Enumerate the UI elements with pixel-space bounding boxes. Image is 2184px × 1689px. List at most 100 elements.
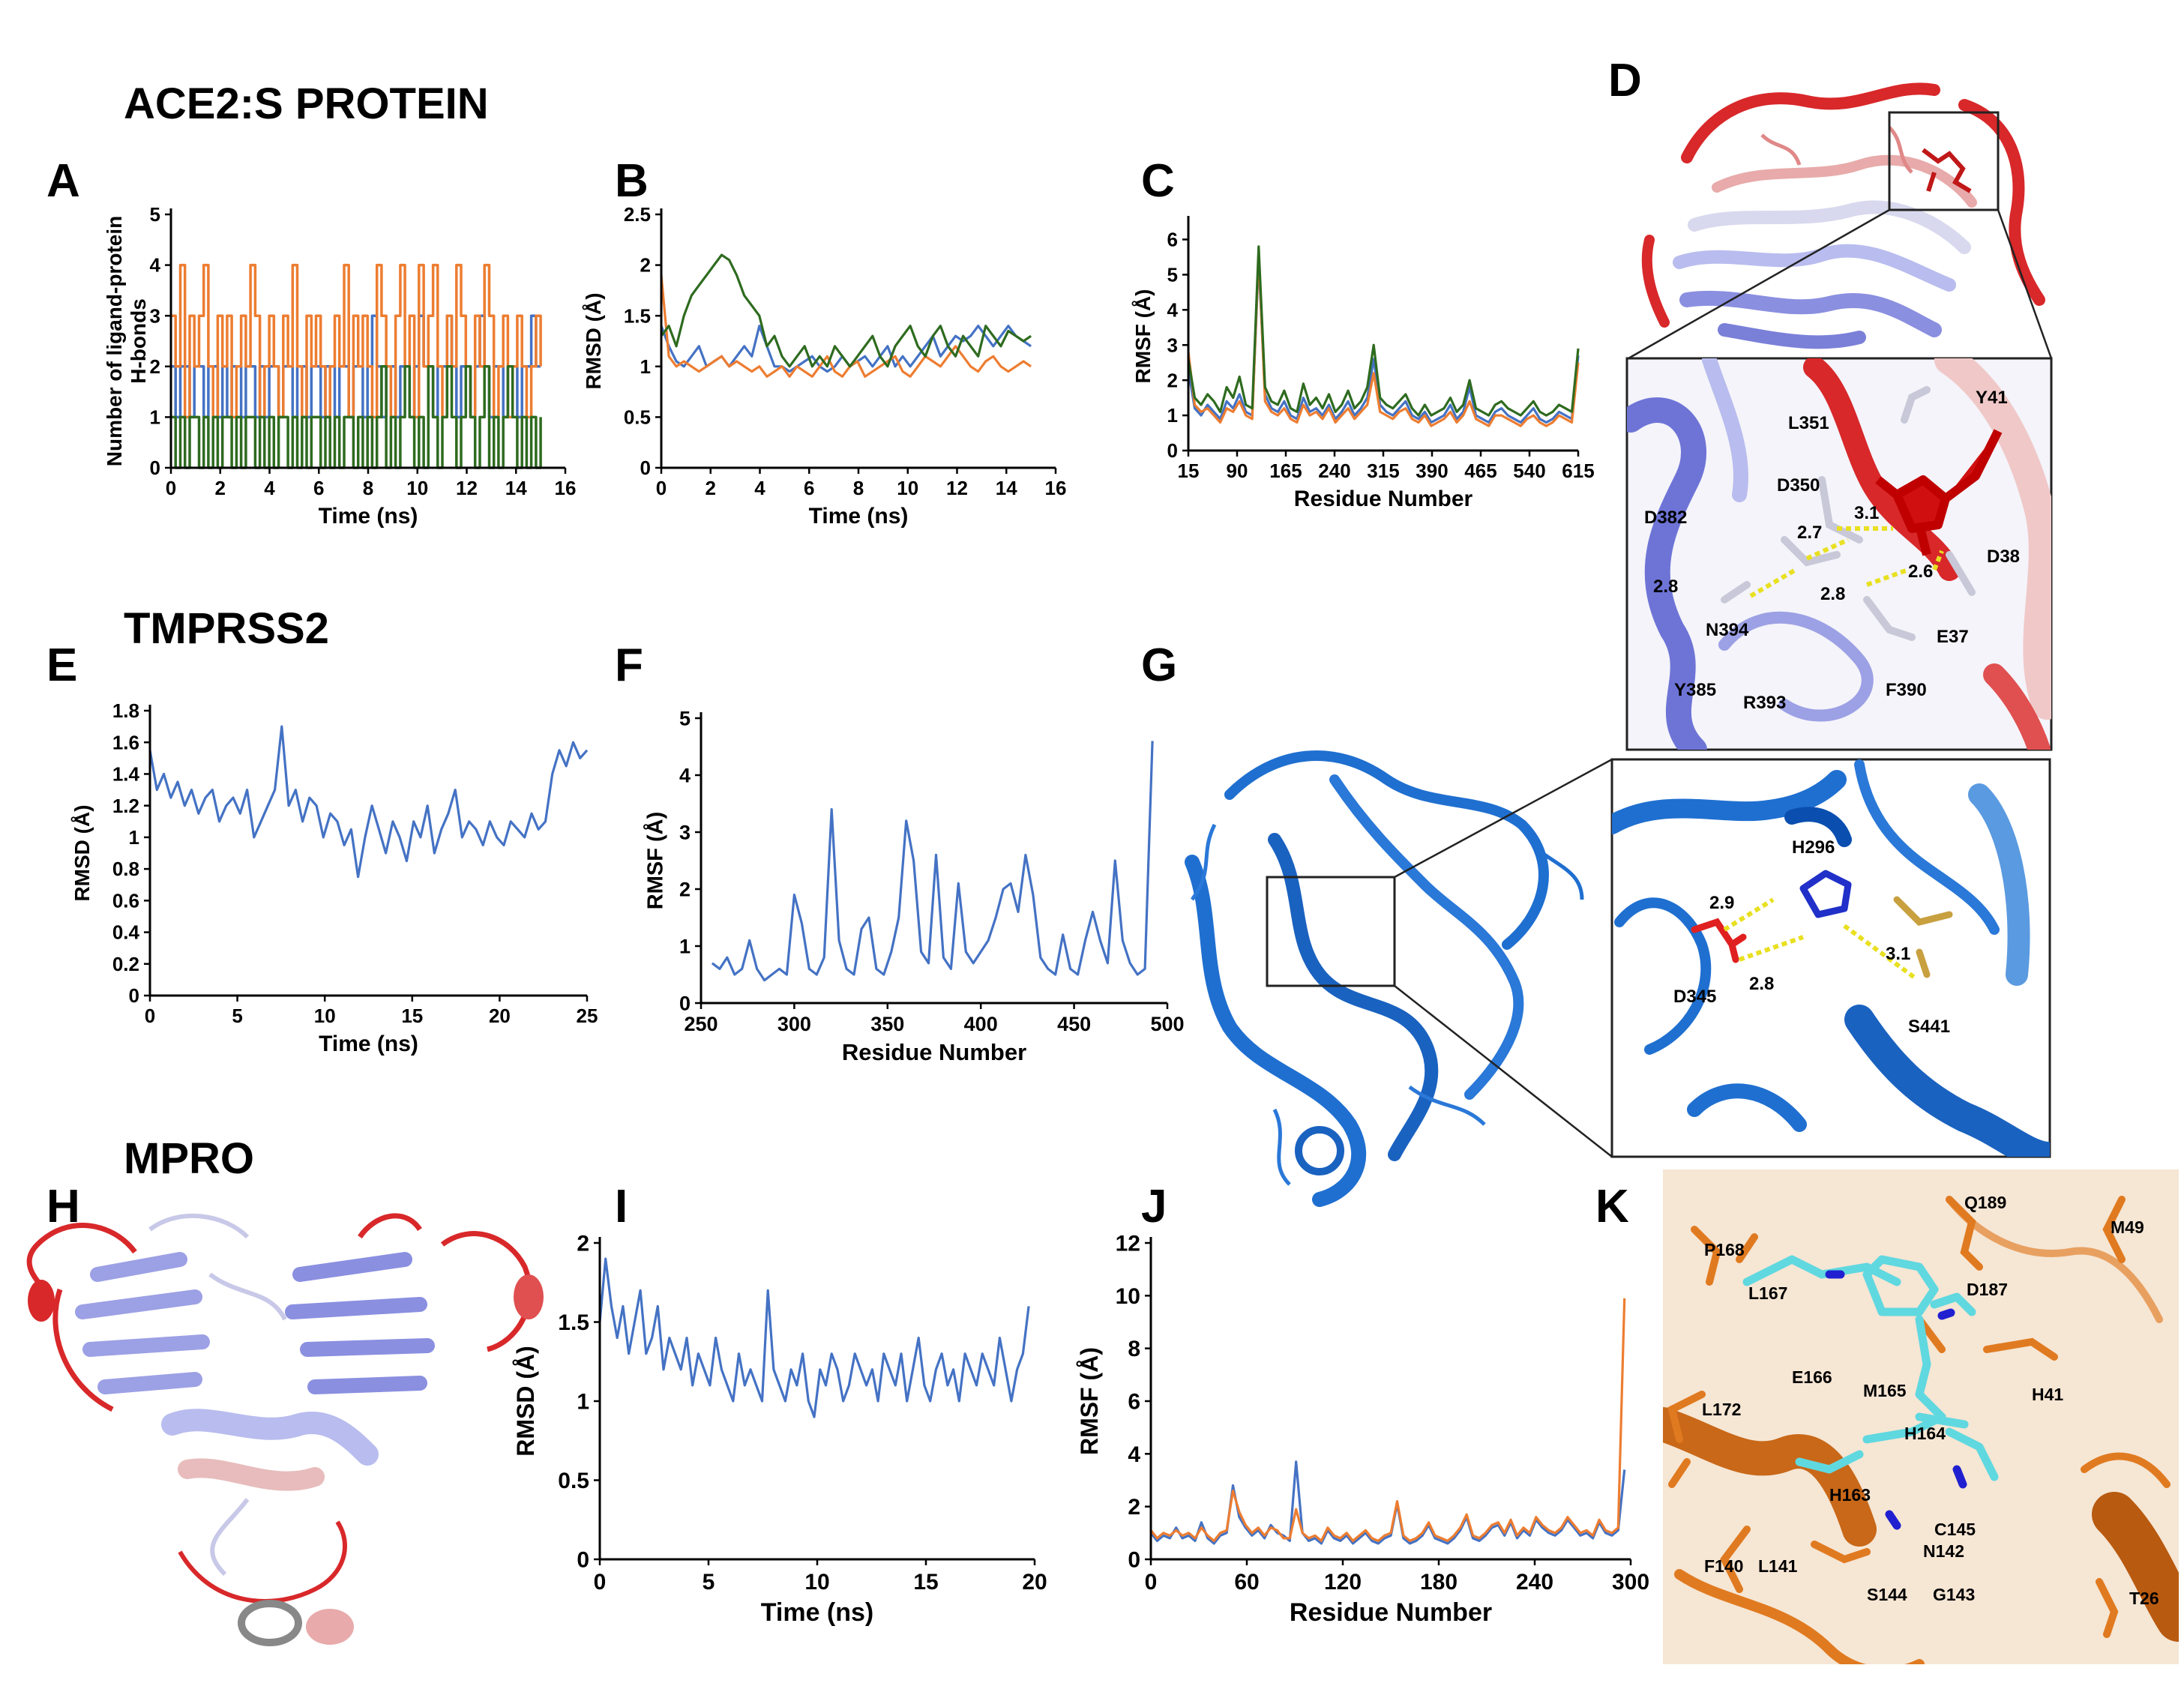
panel-letter-g: G bbox=[1141, 639, 1177, 691]
structure-g-inset-ribbon-2 bbox=[1614, 897, 1712, 1055]
structure-h-helix-center bbox=[161, 1409, 379, 1466]
chart-c-x-tick-label: 15 bbox=[1178, 460, 1200, 482]
chart-j-y-tick-label: 8 bbox=[1128, 1337, 1140, 1361]
chart-f-x-tick-label: 350 bbox=[870, 1013, 904, 1035]
chart-e-rmsd: 0 5 10 15 20 25 0 0.2 0.4 0.6 0.8 1 1.2 1.4 1.6 1.8 Time… bbox=[70, 699, 598, 1056]
structure-d-white-1 bbox=[1688, 200, 1971, 254]
structure-d-pink-1 bbox=[1712, 154, 1977, 208]
chart-a-y-tick-label: 5 bbox=[150, 203, 160, 226]
chart-a-y-axis-label-line: H-bonds bbox=[127, 298, 150, 384]
structure-k-sidechains bbox=[1667, 1196, 2126, 1638]
d-label-n394: N394 bbox=[1706, 620, 1749, 640]
chart-f-y-tick-label: 1 bbox=[679, 935, 691, 957]
chart-e-x-axis-label: Time (ns) bbox=[319, 1032, 418, 1056]
structure-k-ribbon-1 bbox=[1663, 1407, 1877, 1547]
structure-g-ribbon-2 bbox=[1185, 855, 1367, 1207]
chart-b-y-axis-label: RMSD (Å) bbox=[582, 292, 605, 389]
chart-c-x-tick-label: 240 bbox=[1318, 460, 1350, 482]
d-label-f390: F390 bbox=[1886, 680, 1927, 700]
panel-letters: A B C D E F G H I J K bbox=[46, 55, 1642, 1232]
k-label-q189: Q189 bbox=[1964, 1193, 2006, 1212]
g-label-dist-2-8: 2.8 bbox=[1749, 974, 1774, 994]
structure-d-inset-ribbon-red-2 bbox=[1983, 663, 2051, 750]
chart-e-x-tick-label: 15 bbox=[401, 1005, 423, 1027]
chart-f-x-tick-label: 500 bbox=[1150, 1013, 1184, 1035]
structure-d-blue-3 bbox=[1718, 323, 1866, 349]
structure-d-inset: L351 Y41 D350 3.1 D382 2.7 2.6 D38 2.8 2… bbox=[1625, 357, 2053, 751]
k-label-e166: E166 bbox=[1792, 1367, 1832, 1387]
structure-g-inset: H296 2.9 3.1 D345 2.8 S441 bbox=[1610, 758, 2051, 1158]
panel-letter-f: F bbox=[615, 639, 643, 691]
chart-j-x-tick-label: 180 bbox=[1420, 1570, 1457, 1595]
d-label-y41: Y41 bbox=[1976, 388, 2008, 408]
chart-e-x-tick-label: 10 bbox=[314, 1005, 336, 1027]
structure-h-red-loop-right bbox=[358, 1213, 532, 1352]
chart-i-y-tick-label: 0 bbox=[577, 1548, 589, 1573]
chart-j-x-tick-label: 120 bbox=[1324, 1570, 1362, 1595]
chart-j-y-tick-label: 0 bbox=[1128, 1548, 1140, 1573]
chart-j-y-tick-label: 2 bbox=[1128, 1495, 1140, 1520]
chart-a-y-tick-label: 1 bbox=[150, 406, 160, 429]
structure-g-overview bbox=[1185, 750, 1613, 1207]
section-title-tmprss2: TMPRSS2 bbox=[124, 604, 329, 653]
structure-g-inset-asp bbox=[1691, 918, 1747, 963]
chart-c-x-tick-label: 90 bbox=[1227, 460, 1248, 482]
chart-a-y-tick-label: 3 bbox=[150, 304, 160, 327]
structure-d-helix-red-2 bbox=[1958, 99, 2045, 306]
chart-j-y-tick-label: 4 bbox=[1128, 1442, 1140, 1467]
chart-c-y-tick-label: 3 bbox=[1167, 334, 1178, 356]
chart-b-x-tick-label: 12 bbox=[946, 477, 968, 499]
chart-j-x-tick-label: 300 bbox=[1612, 1570, 1649, 1595]
structure-g-loops bbox=[1190, 823, 1486, 1186]
g-label-h296: H296 bbox=[1792, 837, 1835, 858]
chart-c-x-tick-label: 165 bbox=[1269, 460, 1302, 482]
chart-c-y-tick-label: 4 bbox=[1167, 298, 1179, 321]
chart-e-y-tick-label: 1.8 bbox=[112, 699, 139, 722]
structure-d-overview bbox=[1628, 82, 2053, 360]
chart-e-y-tick-label: 0 bbox=[129, 984, 139, 1007]
chart-j-y-tick-label: 12 bbox=[1116, 1232, 1140, 1256]
panel-letter-j: J bbox=[1141, 1181, 1167, 1232]
g-label-d345: D345 bbox=[1673, 987, 1716, 1007]
chart-i-x-tick-label: 10 bbox=[804, 1570, 829, 1595]
structure-d-inset-ribbon-red bbox=[1803, 358, 1961, 581]
chart-j-x-tick-label: 60 bbox=[1234, 1570, 1259, 1595]
section-titles: ACE2:S PROTEIN TMPRSS2 MPRO bbox=[124, 79, 489, 1183]
structure-h-gray-helix bbox=[238, 1600, 302, 1646]
structure-d-inset-ribbon-blue bbox=[1627, 397, 1707, 750]
chart-b-series-orange bbox=[660, 274, 1032, 378]
structure-d-inset-ribbon-lavender bbox=[1718, 611, 1874, 722]
chart-f-x-tick-label: 450 bbox=[1057, 1013, 1091, 1035]
k-label-h163: H163 bbox=[1829, 1485, 1871, 1505]
chart-b-y-tick-label: 2.5 bbox=[624, 203, 651, 226]
chart-b-x-axis-label: Time (ns) bbox=[809, 504, 909, 529]
structure-h-red-bottom bbox=[178, 1520, 347, 1604]
structure-k-ribbon-5 bbox=[2081, 1452, 2171, 1488]
chart-a-x-tick-label: 10 bbox=[406, 477, 428, 499]
chart-c-y-tick-label: 6 bbox=[1167, 229, 1178, 251]
chart-i-x-tick-label: 5 bbox=[703, 1570, 715, 1595]
structure-d-inset-sticks bbox=[1721, 386, 1976, 641]
chart-e-y-axis-label: RMSD (Å) bbox=[70, 804, 94, 901]
chart-a-y-tick-label: 2 bbox=[150, 355, 160, 378]
chart-a-x-tick-label: 14 bbox=[505, 477, 527, 499]
chart-a-y-axis-label-line: Number of ligand-protein bbox=[103, 216, 126, 466]
chart-c-series-green bbox=[1187, 245, 1580, 417]
structure-g-inset-his-ring bbox=[1799, 870, 1852, 918]
chart-j-rmsf: 0 60 120 180 240 300 0 2 4 6 8 10 12 Residue Number RM… bbox=[1076, 1232, 1649, 1628]
chart-f-y-tick-label: 0 bbox=[679, 992, 691, 1014]
chart-e-y-tick-label: 1.6 bbox=[112, 731, 139, 753]
k-label-h164: H164 bbox=[1904, 1424, 1946, 1443]
chart-f-y-tick-label: 4 bbox=[679, 764, 691, 786]
structure-h-red-helix-right bbox=[514, 1274, 544, 1319]
chart-c-x-tick-label: 465 bbox=[1464, 460, 1496, 482]
chart-b-series-blue bbox=[660, 325, 1032, 373]
structure-g-helix-coil bbox=[1295, 1126, 1344, 1175]
structure-k-ribbon-3 bbox=[2092, 1492, 2179, 1642]
chart-f-y-axis-label: RMSF (Å) bbox=[643, 812, 667, 909]
panel-letter-k: K bbox=[1595, 1181, 1629, 1232]
chart-e-y-tick-label: 0.6 bbox=[112, 889, 139, 912]
structure-h-pink-center bbox=[178, 1458, 325, 1491]
structure-d-inset-ligand bbox=[1875, 429, 2003, 556]
